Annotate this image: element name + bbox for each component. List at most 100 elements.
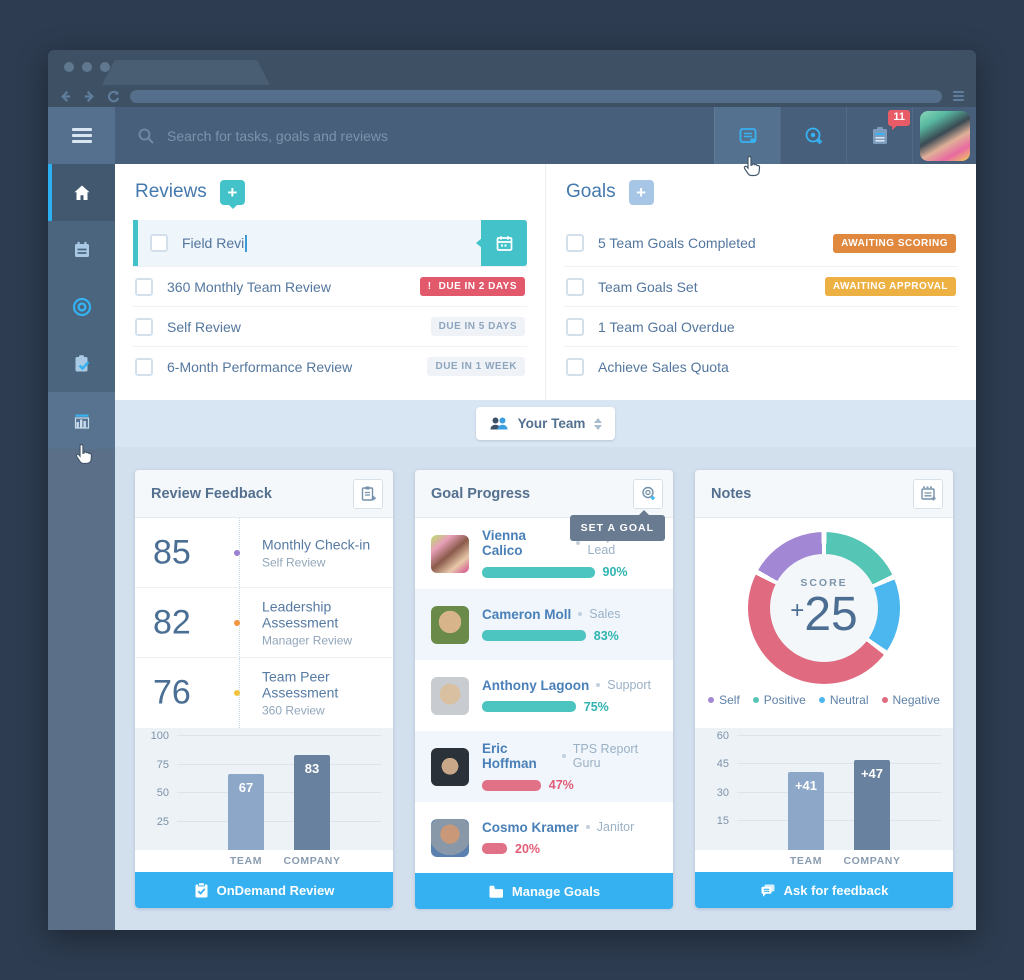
score-value: 76 [153, 673, 191, 712]
progress-bar [482, 630, 586, 641]
person-row[interactable]: Eric Hoffman TPS Report Guru 47% [415, 731, 673, 802]
notification-badge[interactable]: 11 [888, 110, 910, 130]
ondemand-review-button[interactable]: OnDemand Review [135, 872, 393, 908]
review-label: 360 Monthly Team Review [167, 278, 331, 295]
tasks-action-button[interactable]: 11 [846, 107, 912, 164]
dot-separator [562, 754, 566, 758]
back-icon[interactable] [58, 89, 73, 104]
chart-bar-team: +41 [788, 771, 824, 850]
refresh-icon[interactable] [106, 89, 121, 104]
score-title: Leadership Assessment [262, 598, 339, 630]
goal-checkbox[interactable] [566, 357, 584, 376]
note-plus-icon [920, 486, 936, 501]
score-value: 85 [153, 533, 191, 571]
notes-bar-chart: +41 +47 15 30 45 60 [695, 728, 953, 850]
add-review-button[interactable]: + [219, 179, 245, 209]
browser-tab[interactable] [102, 60, 270, 85]
user-avatar[interactable] [919, 110, 970, 161]
review-edit-input[interactable]: Field Revi [182, 234, 248, 252]
goal-row[interactable]: Team Goals Set AWAITING APPROVAL [564, 266, 958, 306]
due-badge: ! DUE IN 2 DAYS [419, 277, 525, 296]
goal-checkbox[interactable] [566, 234, 584, 252]
review-checkbox[interactable] [150, 234, 168, 252]
sidebar-item-goals[interactable] [48, 278, 115, 335]
goal-label: Team Goals Set [598, 278, 698, 295]
review-row[interactable]: Self Review DUE IN 5 DAYS [133, 306, 527, 346]
gridline [737, 734, 941, 736]
dot-separator [596, 683, 601, 687]
review-row[interactable]: 6-Month Performance Review DUE IN 1 WEEK [133, 346, 527, 386]
card-title: Review Feedback [151, 485, 272, 502]
category-label: COMPANY [843, 855, 901, 867]
address-bar[interactable] [130, 89, 942, 103]
clipboard-check-icon [195, 882, 208, 898]
gridline [737, 763, 941, 765]
set-goal-button[interactable] [633, 478, 663, 509]
donut-center: SCORE +25 [770, 554, 878, 662]
button-label: OnDemand Review [216, 882, 335, 898]
add-goal-button[interactable]: + [628, 179, 654, 205]
search-input[interactable]: Search for tasks, goals and reviews [115, 107, 714, 164]
progress-label: 20% [515, 841, 541, 856]
review-edit-row[interactable]: Field Revi [133, 220, 527, 266]
score-donut-zone: SCORE +25 Self Positive Neutral Negative [695, 518, 953, 728]
axis-tick-label: 75 [156, 758, 169, 771]
goals-action-button[interactable] [780, 107, 846, 164]
menu-button[interactable] [48, 107, 115, 164]
ask-for-feedback-button[interactable]: Ask for feedback [695, 872, 953, 908]
chart-categories: TEAM COMPANY [135, 850, 393, 872]
review-checkbox[interactable] [135, 357, 153, 376]
score-subtitle: Manager Review [262, 633, 353, 647]
score-row[interactable]: 76 Team Peer Assessment 360 Review [135, 658, 393, 728]
score-row[interactable]: 82 Leadership Assessment Manager Review [135, 588, 393, 658]
goal-progress-card: Goal Progress SET A GOAL [415, 470, 673, 909]
window-button[interactable] [82, 62, 92, 72]
sidebar-item-reports[interactable] [48, 392, 115, 449]
team-band: Your Team [115, 400, 976, 447]
person-name: Anthony Lagoon [482, 677, 590, 693]
person-role: Support [607, 678, 652, 692]
goal-checkbox[interactable] [566, 317, 584, 336]
score-row[interactable]: 85 Monthly Check-in Self Review [135, 518, 393, 588]
legend-dot [752, 697, 759, 703]
target-plus-icon [805, 127, 822, 144]
team-selector[interactable]: Your Team [475, 407, 616, 440]
chart-categories: TEAM COMPANY [695, 850, 953, 872]
person-row[interactable]: Cameron Moll Sales 83% [415, 589, 673, 660]
set-due-date-button[interactable] [481, 220, 527, 266]
add-note-button[interactable] [913, 478, 943, 509]
sidebar-item-reviews[interactable] [48, 221, 115, 278]
window-button[interactable] [64, 62, 74, 72]
legend-dot [708, 697, 715, 703]
review-checkbox[interactable] [135, 317, 153, 336]
goal-label: Achieve Sales Quota [598, 358, 729, 375]
sidebar-filler [48, 449, 115, 930]
sidebar-item-home[interactable] [48, 164, 115, 221]
goal-row[interactable]: 5 Team Goals Completed AWAITING SCORING [564, 220, 958, 266]
progress-bar [482, 779, 541, 791]
browser-address-row [48, 85, 976, 107]
goal-row[interactable]: Achieve Sales Quota [564, 346, 958, 386]
window-button[interactable] [100, 62, 110, 72]
person-avatar [431, 818, 469, 857]
app-body: Reviews + Field Revi [48, 164, 976, 930]
person-row[interactable]: Anthony Lagoon Support 75% [415, 660, 673, 731]
progress-label: 47% [548, 778, 574, 792]
chart-bar-company: +47 [854, 760, 890, 850]
goal-checkbox[interactable] [566, 277, 584, 296]
goal-row[interactable]: 1 Team Goal Overdue [564, 306, 958, 346]
forward-icon[interactable] [82, 89, 97, 104]
person-row[interactable]: Cosmo Kramer Janitor 20% [415, 802, 673, 873]
review-label: 6-Month Performance Review [167, 358, 353, 375]
legend-dot [881, 697, 888, 703]
review-checkbox[interactable] [135, 277, 153, 296]
browser-menu-icon[interactable] [951, 91, 966, 101]
reviews-action-button[interactable] [714, 107, 780, 164]
manage-goals-button[interactable]: Manage Goals [415, 873, 673, 909]
hamburger-icon [71, 128, 92, 143]
add-review-feedback-button[interactable] [353, 478, 383, 509]
sidebar-item-tasks[interactable] [48, 335, 115, 392]
review-label: Self Review [167, 318, 241, 335]
axis-tick-label: 50 [156, 787, 169, 799]
review-row[interactable]: 360 Monthly Team Review ! DUE IN 2 DAYS [133, 266, 527, 306]
